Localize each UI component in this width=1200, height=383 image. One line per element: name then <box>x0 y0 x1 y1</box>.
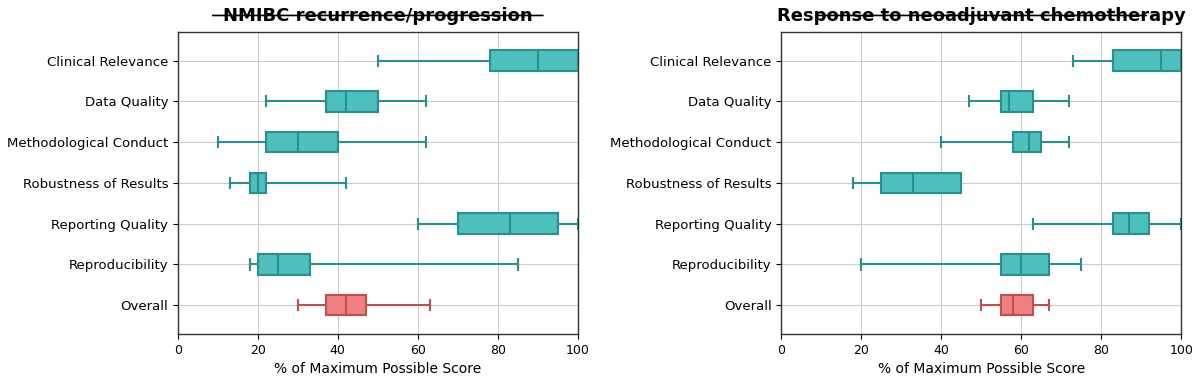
FancyBboxPatch shape <box>490 51 577 71</box>
FancyBboxPatch shape <box>457 213 558 234</box>
FancyBboxPatch shape <box>250 173 266 193</box>
FancyBboxPatch shape <box>1001 295 1033 316</box>
FancyBboxPatch shape <box>326 91 378 111</box>
FancyBboxPatch shape <box>1013 132 1042 152</box>
FancyBboxPatch shape <box>1001 91 1033 111</box>
Title: NMIBC recurrence/progression: NMIBC recurrence/progression <box>223 7 533 25</box>
FancyBboxPatch shape <box>1114 213 1150 234</box>
FancyBboxPatch shape <box>1001 254 1049 275</box>
FancyBboxPatch shape <box>258 254 310 275</box>
FancyBboxPatch shape <box>881 173 961 193</box>
FancyBboxPatch shape <box>266 132 338 152</box>
FancyBboxPatch shape <box>1114 51 1181 71</box>
X-axis label: % of Maximum Possible Score: % of Maximum Possible Score <box>274 362 481 376</box>
FancyBboxPatch shape <box>326 295 366 316</box>
Title: Response to neoadjuvant chemotherapy: Response to neoadjuvant chemotherapy <box>776 7 1186 25</box>
X-axis label: % of Maximum Possible Score: % of Maximum Possible Score <box>877 362 1085 376</box>
